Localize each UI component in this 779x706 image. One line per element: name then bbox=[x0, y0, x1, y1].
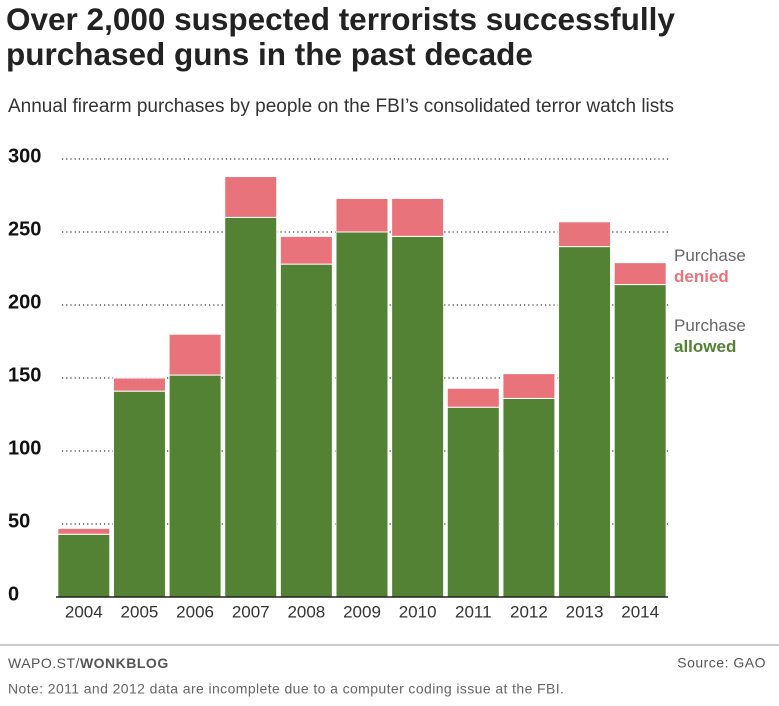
bar-segment bbox=[279, 263, 333, 598]
x-tick-label: 2005 bbox=[121, 602, 159, 621]
bar-segment bbox=[57, 527, 111, 535]
bar-segment bbox=[613, 284, 667, 598]
x-tick-label: 2007 bbox=[232, 602, 270, 621]
legend-line: Purchase bbox=[674, 246, 746, 265]
legend-line: allowed bbox=[674, 337, 736, 356]
legend-line: denied bbox=[674, 267, 729, 286]
y-tick-label: 50 bbox=[8, 510, 30, 532]
x-tick-label: 2008 bbox=[287, 602, 325, 621]
bar-segment bbox=[168, 333, 222, 376]
bar-segment bbox=[335, 231, 389, 598]
bar-segment bbox=[558, 221, 612, 248]
legend-label: Purchase denied bbox=[674, 246, 746, 286]
y-tick-label: 300 bbox=[8, 145, 41, 167]
bar-segment bbox=[224, 216, 278, 598]
bar-segment bbox=[224, 176, 278, 218]
source: Source: GAO bbox=[677, 655, 766, 671]
y-tick-label: 0 bbox=[8, 583, 19, 605]
chart-subtitle: Annual firearm purchases by people on th… bbox=[8, 96, 674, 117]
y-tick-label: 200 bbox=[8, 291, 41, 313]
bar-segment bbox=[57, 533, 111, 598]
bar-segment bbox=[279, 235, 333, 265]
x-tick-label: 2011 bbox=[455, 602, 492, 621]
bar-segment bbox=[502, 373, 556, 399]
x-tick-label: 2006 bbox=[176, 602, 214, 621]
credit-prefix: WAPO.ST/ bbox=[8, 655, 80, 671]
x-tick-label: 2013 bbox=[566, 602, 604, 621]
credit: WAPO.ST/WONKBLOG bbox=[8, 655, 169, 671]
x-tick-label: 2010 bbox=[399, 602, 437, 621]
bar-segment bbox=[391, 197, 445, 237]
bar-segment bbox=[335, 197, 389, 233]
x-tick-label: 2012 bbox=[510, 602, 548, 621]
title-box: Over 2,000 suspected terrorists successf… bbox=[6, 2, 675, 72]
y-tick-label: 100 bbox=[8, 437, 41, 459]
bar-segment bbox=[112, 377, 166, 392]
x-tick-label: 2004 bbox=[65, 602, 103, 621]
bar-segment bbox=[446, 406, 500, 598]
x-tick-label: 2009 bbox=[343, 602, 381, 621]
note: Note: 2011 and 2012 data are incomplete … bbox=[8, 681, 564, 697]
legend-label: Purchase allowed bbox=[674, 316, 746, 356]
chart-title: Over 2,000 suspected terrorists successf… bbox=[6, 2, 675, 72]
legend-line: Purchase bbox=[674, 316, 746, 335]
bar-segment bbox=[446, 387, 500, 408]
y-tick-label: 250 bbox=[8, 218, 41, 240]
x-tick-label: 2014 bbox=[621, 602, 659, 621]
bar-segment bbox=[558, 246, 612, 598]
bar-segment bbox=[391, 235, 445, 598]
bar-segment bbox=[168, 374, 222, 598]
bar-segment bbox=[502, 397, 556, 598]
y-tick-label: 150 bbox=[8, 364, 41, 386]
bar-segment bbox=[613, 262, 667, 286]
credit-bold: WONKBLOG bbox=[80, 655, 169, 671]
bar-segment bbox=[112, 390, 166, 598]
